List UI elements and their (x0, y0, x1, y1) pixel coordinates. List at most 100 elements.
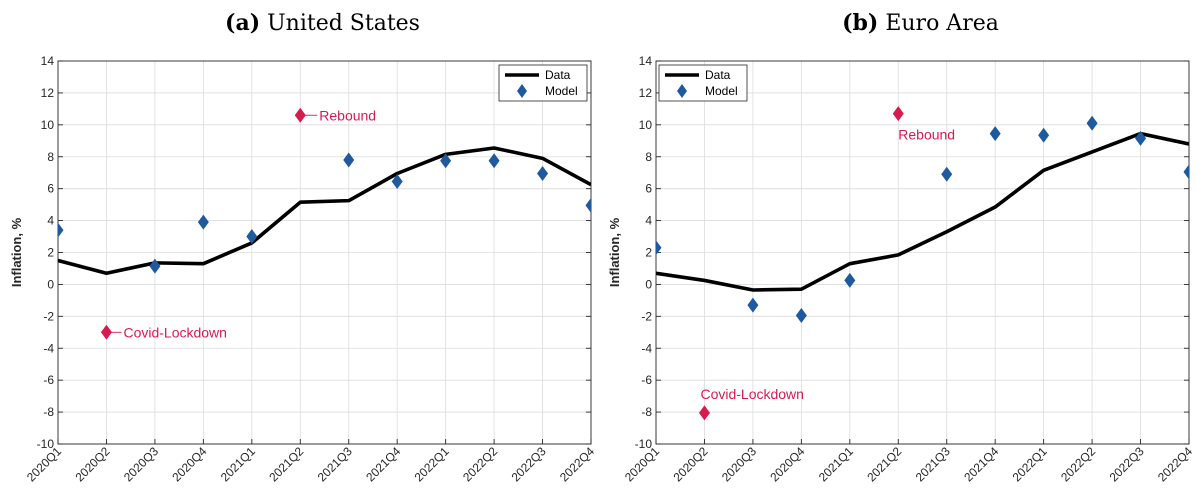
series-point-model (488, 153, 500, 169)
y-tick-label: -8 (43, 405, 54, 419)
data-layer (656, 115, 1189, 324)
x-tick-label: 2022Q4 (557, 444, 597, 484)
annotation-marker (294, 107, 306, 123)
y-tick-label: 6 (645, 182, 652, 196)
series-point-model (246, 229, 258, 245)
annotation-label: Rebound (319, 107, 376, 123)
x-tick-label: 2022Q3 (1107, 444, 1147, 484)
y-tick-label: 12 (639, 86, 653, 100)
grid (57, 60, 592, 445)
y-tick-label: -6 (641, 373, 652, 387)
annotation-marker (100, 324, 112, 340)
chart-panel-united-states: (a) United States 14 12 10 8 6 4 2 0 -2 -4 -6 -8 -10 2… (9, 10, 597, 484)
x-tick-label: 2022Q3 (509, 444, 549, 484)
chart-panel-euro-area: (b) Euro Area 14 12 10 8 6 4 2 0 -2 -4 -6 -8 -10 2020Q… (601, 0, 1203, 502)
x-tick-label: 2021Q1 (816, 444, 856, 484)
y-tick-label: 2 (645, 246, 652, 260)
legend-swatch-marker (677, 84, 687, 98)
x-tick-label: 2020Q4 (169, 444, 209, 484)
series-point-model (941, 166, 953, 182)
y-tick-label: -2 (43, 309, 54, 323)
annotation-label: Rebound (898, 127, 955, 143)
y-tick-label: 14 (41, 54, 55, 68)
y-tick-label: 0 (645, 277, 652, 291)
series-point-model (343, 152, 355, 168)
legend-label: Model (705, 84, 738, 98)
series-point-model (1086, 115, 1098, 131)
x-tick-label: 2020Q2 (72, 444, 112, 484)
chart-title: (b) Euro Area (842, 10, 999, 36)
panel-label: (b) (842, 10, 878, 36)
x-tick-label: 2020Q3 (121, 444, 161, 484)
x-tick-label: 2021Q4 (961, 444, 1001, 484)
y-axis-label: Inflation, % (607, 217, 622, 287)
series-line-data (656, 131, 1189, 292)
x-tick-label: 2021Q3 (913, 444, 953, 484)
legend-box (658, 64, 748, 102)
series-point-model (391, 173, 403, 189)
x-tick-label: 2021Q4 (363, 444, 403, 484)
legend: Data Model (498, 64, 588, 102)
annotation-label: Covid-Lockdown (700, 386, 804, 402)
legend-label: Data (705, 68, 731, 82)
y-tick-label: -6 (43, 373, 54, 387)
y-tick-label: 14 (639, 54, 653, 68)
legend: Data Model (658, 64, 748, 102)
y-tick-label: -10 (635, 437, 653, 451)
x-tick-label: 2022Q1 (412, 444, 452, 484)
series-point-model (149, 258, 161, 274)
y-axis-label: Inflation, % (9, 217, 24, 287)
series-point-model (58, 222, 64, 238)
x-tick-label: 2022Q1 (1010, 444, 1050, 484)
y-tick-label: 4 (47, 214, 54, 228)
y-tick-label: -4 (43, 341, 54, 355)
x-tick-label: 2021Q2 (266, 444, 306, 484)
y-tick-label: 4 (645, 214, 652, 228)
x-tick-label: 2021Q2 (864, 444, 904, 484)
y-tick-label: -8 (641, 405, 652, 419)
panel-label: (a) (225, 10, 260, 36)
chart-svg: (b) Euro Area 14 12 10 8 6 4 2 0 -2 -4 -6 -8 -10 2020Q… (607, 10, 1195, 484)
legend-label: Model (545, 84, 578, 98)
series-point-model (656, 240, 662, 256)
y-tick-label: -2 (641, 309, 652, 323)
x-tick-label: 2020Q3 (719, 444, 759, 484)
chart-svg: (a) United States 14 12 10 8 6 4 2 0 -2 -4 -6 -8 -10 2… (9, 10, 597, 484)
series-point-model (1038, 127, 1050, 143)
x-tick-label: 2020Q2 (670, 444, 710, 484)
annotation-label: Covid-Lockdown (123, 324, 227, 340)
y-tick-label: 10 (41, 118, 55, 132)
series-point-model (844, 272, 856, 288)
panel-title: United States (260, 11, 420, 36)
x-tick-label: 2022Q2 (1058, 444, 1098, 484)
x-tick-label: 2021Q1 (218, 444, 258, 484)
series-point-model (537, 166, 549, 182)
series-point-model (989, 126, 1001, 142)
series-point-model (585, 197, 591, 213)
annotation-marker (892, 106, 904, 122)
panel-title: Euro Area (878, 11, 999, 36)
x-tick-label: 2022Q4 (1155, 444, 1195, 484)
y-tick-label: 8 (47, 150, 54, 164)
series-point-model (1135, 130, 1147, 146)
y-tick-label: 12 (41, 86, 55, 100)
series-point-model (747, 297, 759, 313)
x-tick-label: 2022Q2 (460, 444, 500, 484)
y-tick-label: 6 (47, 182, 54, 196)
y-tick-label: -10 (37, 437, 55, 451)
series-point-model (197, 214, 209, 230)
legend-swatch-marker (517, 84, 527, 98)
series-line-data (58, 146, 591, 276)
y-tick-label: 8 (645, 150, 652, 164)
data-layer (58, 146, 591, 276)
chart-title: (a) United States (225, 10, 420, 36)
y-tick-label: 0 (47, 277, 54, 291)
x-tick-label: 2020Q4 (767, 444, 807, 484)
series-point-model (1183, 164, 1189, 180)
series-point-model (795, 308, 807, 324)
legend-label: Data (545, 68, 571, 82)
y-tick-label: -4 (641, 341, 652, 355)
series-point-model (440, 153, 452, 169)
legend-box (498, 64, 588, 102)
x-tick-label: 2021Q3 (315, 444, 355, 484)
